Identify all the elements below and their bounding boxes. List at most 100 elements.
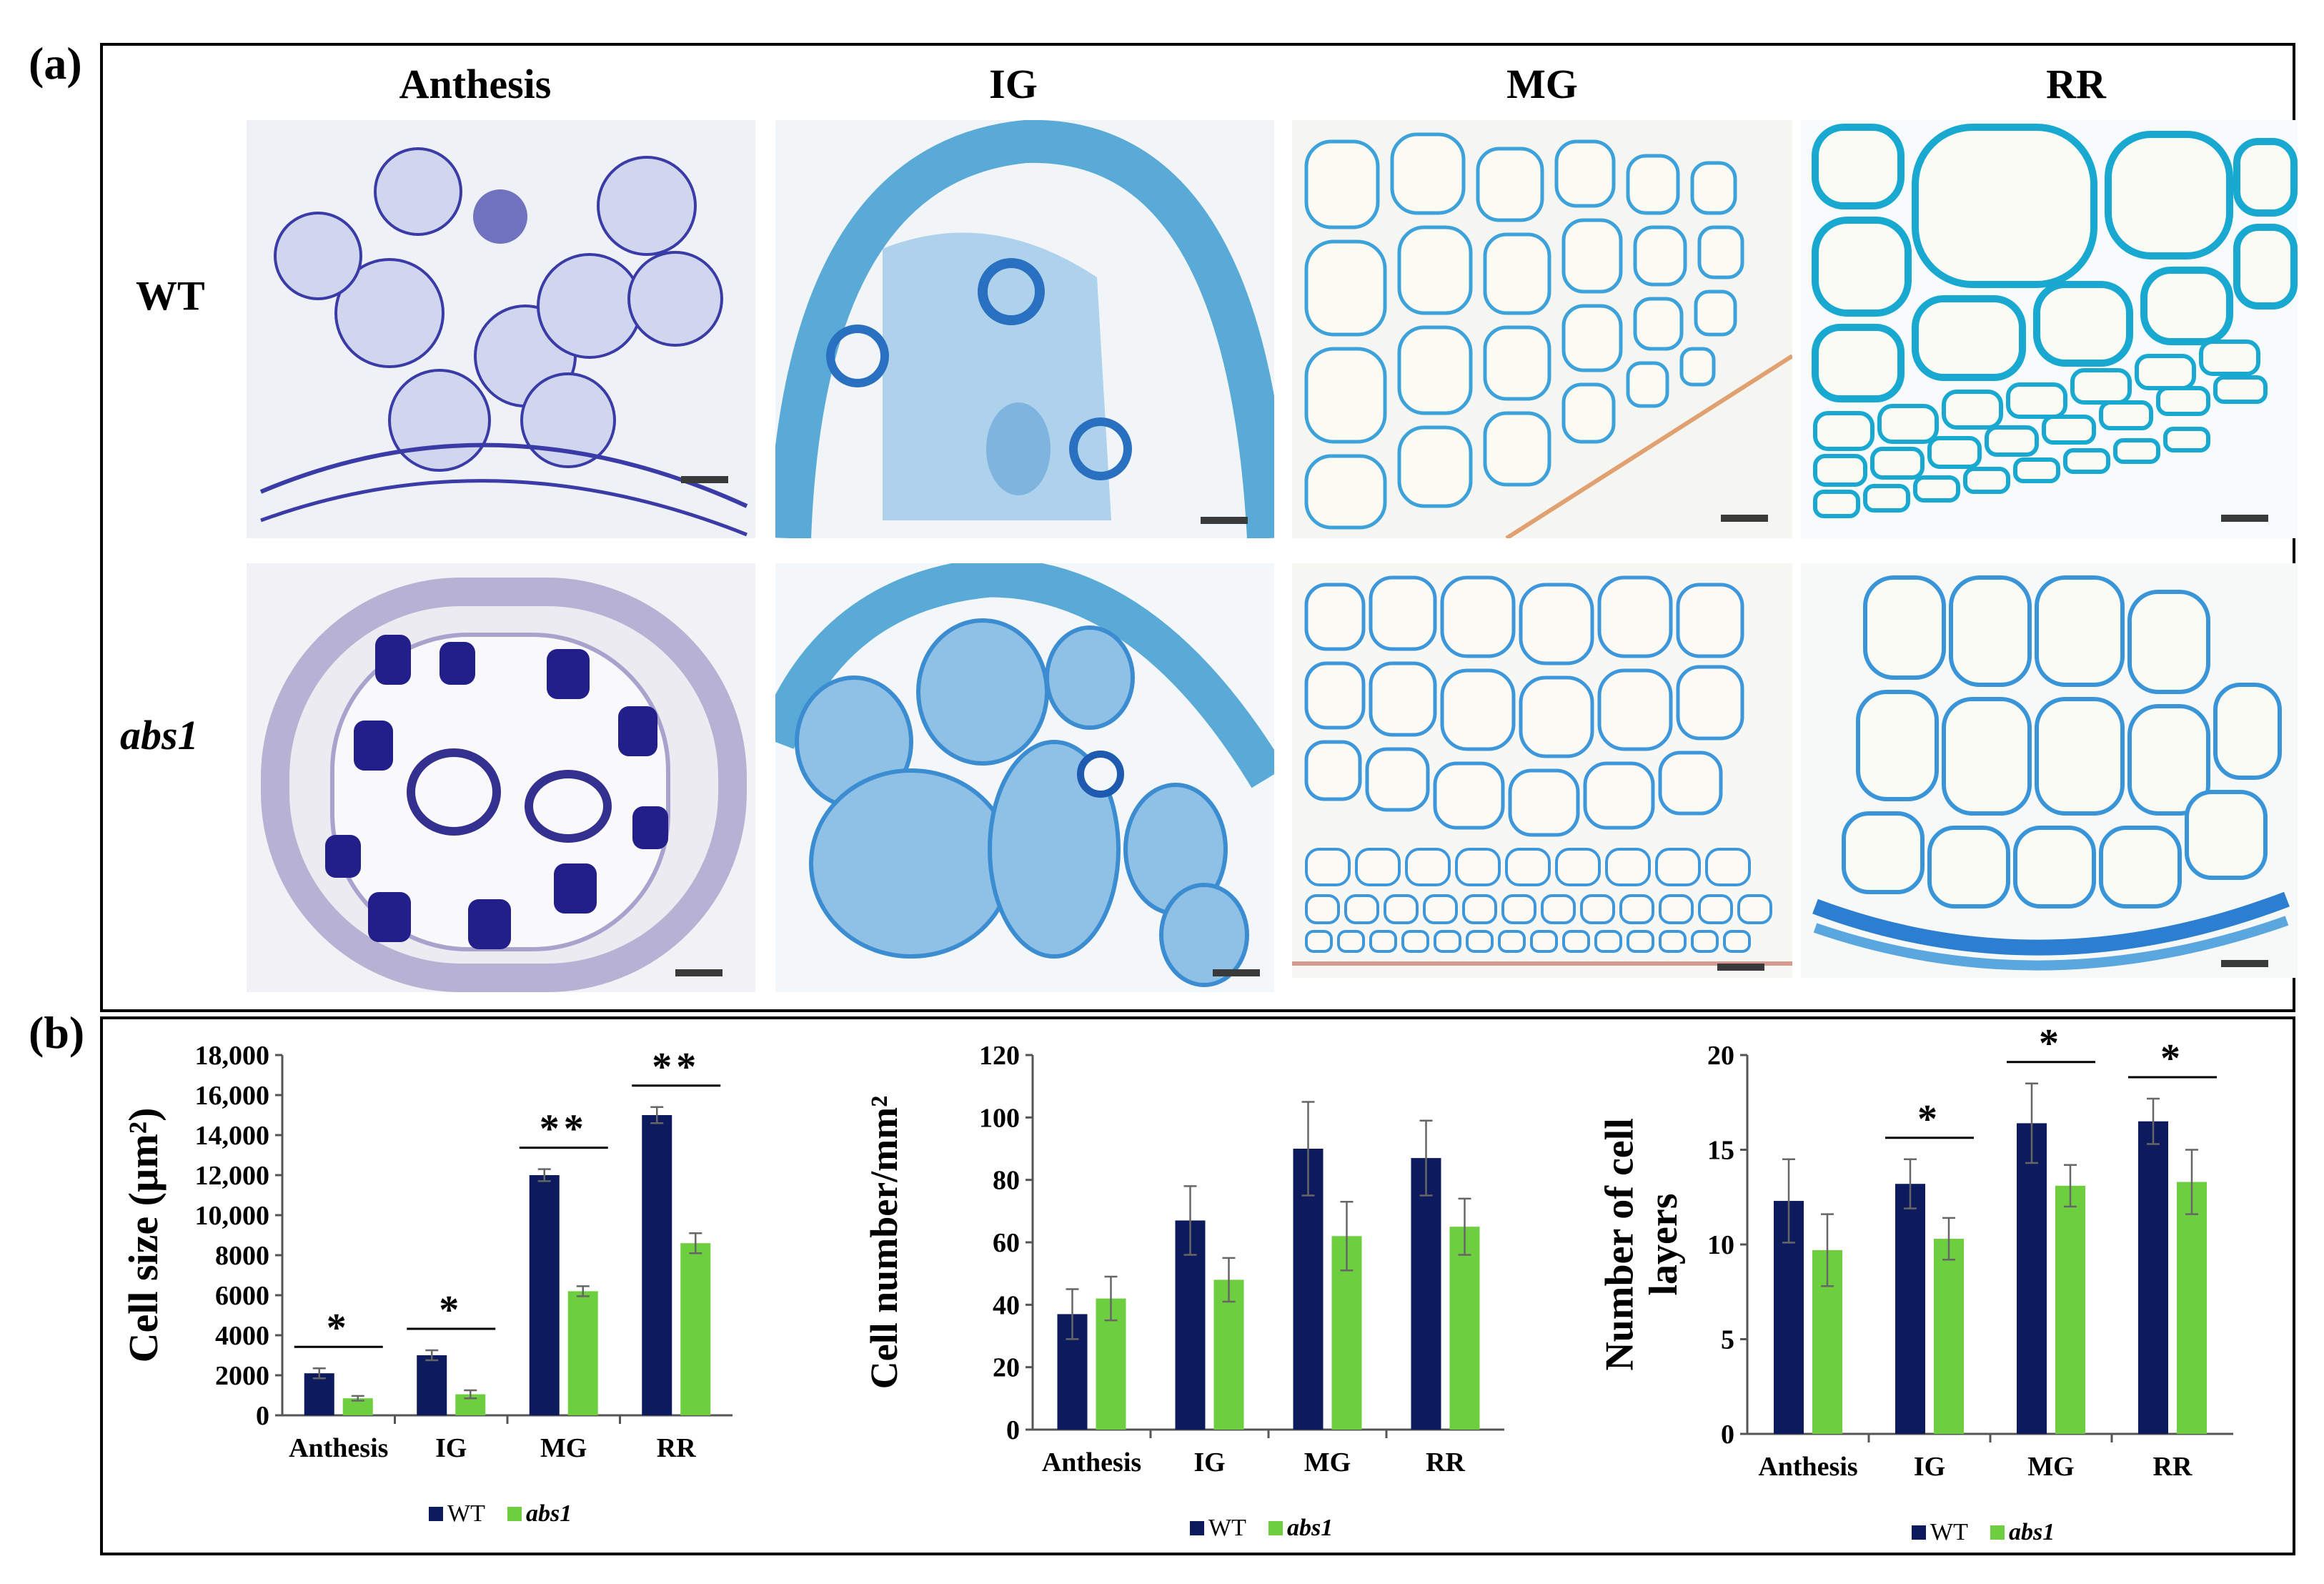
significance-marker: ** bbox=[540, 1107, 588, 1152]
y-tick-label: 20 bbox=[993, 1353, 1020, 1383]
significance-marker: ** bbox=[652, 1045, 700, 1089]
chart-cell-layers: 0 5 10 15 20 Number of celllayers Anthesis IG * M… bbox=[1597, 1029, 2233, 1544]
legend-label-wt: WT bbox=[1208, 1515, 1246, 1541]
bar-WT-IG bbox=[417, 1355, 447, 1415]
y-tick-label: 0 bbox=[256, 1401, 269, 1431]
y-tick-label: 12,000 bbox=[195, 1161, 270, 1191]
bar-WT-MG bbox=[2017, 1123, 2047, 1434]
y-tick-label: 4000 bbox=[215, 1321, 269, 1351]
column-header-anthesis: Anthesis bbox=[399, 61, 552, 107]
legend-swatch-abs1 bbox=[507, 1507, 522, 1521]
y-axis-label-line1: Number of cell bbox=[1597, 1118, 1642, 1371]
tissue-drawing bbox=[1812, 575, 2290, 971]
scale-bar bbox=[1201, 517, 1248, 524]
x-tick-label: RR bbox=[657, 1433, 696, 1463]
x-tick-label: RR bbox=[1426, 1447, 1465, 1477]
micrograph-wt-rr bbox=[1801, 120, 2298, 538]
bar-WT-RR bbox=[642, 1115, 672, 1415]
column-header-ig: IG bbox=[989, 61, 1038, 107]
panel-b-frame bbox=[100, 1016, 2295, 1555]
y-tick-label: 40 bbox=[993, 1290, 1020, 1320]
y-tick-label: 80 bbox=[993, 1166, 1020, 1196]
y-axis-label: Number of celllayers bbox=[1597, 1118, 1686, 1371]
tissue-drawing bbox=[775, 563, 1274, 987]
micrograph-abs1-mg bbox=[1292, 563, 1792, 978]
bar-abs1-RR bbox=[2177, 1182, 2207, 1434]
tissue-drawing bbox=[1812, 124, 2298, 518]
scale-bar bbox=[1717, 964, 1764, 971]
bar-abs1-MG bbox=[567, 1291, 598, 1415]
tissue-drawing bbox=[261, 578, 747, 992]
chart-cell-number: 0 20 40 60 80 100 120 Cell number/mm² Anthesis IG… bbox=[863, 1041, 1504, 1541]
y-tick-label: 10 bbox=[1707, 1230, 1734, 1260]
micrograph-abs1-anthesis bbox=[247, 563, 755, 992]
micrograph-wt-anthesis bbox=[247, 120, 755, 538]
bar-abs1-RR bbox=[1449, 1227, 1480, 1430]
scale-bar bbox=[1721, 515, 1768, 522]
column-header-mg: MG bbox=[1506, 61, 1578, 107]
scale-bar bbox=[681, 476, 728, 483]
micrograph-abs1-rr bbox=[1801, 563, 2298, 978]
row-header-wt: WT bbox=[136, 272, 205, 319]
y-tick-label: 14,000 bbox=[195, 1121, 270, 1151]
legend-label-wt: WT bbox=[447, 1500, 485, 1527]
y-tick-label: 20 bbox=[1707, 1041, 1734, 1071]
bar-abs1-RR bbox=[680, 1243, 711, 1415]
significance-marker: * bbox=[2160, 1036, 2185, 1081]
tissue-drawing bbox=[775, 120, 1274, 538]
legend-swatch-abs1 bbox=[1268, 1521, 1283, 1535]
micrograph-wt-mg bbox=[1292, 120, 1792, 538]
legend-label-wt: WT bbox=[1930, 1519, 1968, 1544]
legend-swatch-wt bbox=[429, 1507, 443, 1521]
bar-abs1-IG bbox=[1213, 1279, 1244, 1430]
panel-a-label: (a) bbox=[29, 38, 82, 89]
tissue-drawing bbox=[259, 147, 748, 537]
bar-WT-RR bbox=[1411, 1158, 1441, 1430]
y-axis-label: Cell number/mm² bbox=[863, 1096, 905, 1390]
micrograph-wt-ig bbox=[775, 120, 1274, 538]
y-axis-label: Cell size (µm²) bbox=[120, 1108, 167, 1363]
y-tick-label: 100 bbox=[979, 1103, 1020, 1133]
y-axis-label-line2: layers bbox=[1642, 1193, 1686, 1295]
panel-b-label: (b) bbox=[29, 1007, 85, 1058]
tissue-drawing bbox=[1292, 575, 1792, 966]
x-tick-label: IG bbox=[1193, 1447, 1225, 1477]
x-tick-label: Anthesis bbox=[289, 1433, 388, 1463]
bar-WT-MG bbox=[529, 1175, 560, 1415]
tissue-drawing bbox=[1304, 132, 1792, 538]
central-tissue-mark bbox=[473, 189, 527, 244]
y-tick-label: 8000 bbox=[215, 1241, 269, 1271]
bar-abs1-MG bbox=[2055, 1185, 2085, 1434]
legend-label-abs1: abs1 bbox=[2009, 1519, 2055, 1544]
scale-bar bbox=[2221, 515, 2268, 522]
scale-bar bbox=[2221, 960, 2268, 967]
x-tick-label: MG bbox=[540, 1433, 587, 1463]
row-header-abs1: abs1 bbox=[120, 712, 199, 758]
legend-label-abs1: abs1 bbox=[1287, 1515, 1333, 1541]
x-tick-label: RR bbox=[2153, 1452, 2193, 1482]
chart-cell-size: 0 2000 4000 6000 8000 10,000 12,000 14,000 16,00… bbox=[120, 1041, 733, 1527]
y-tick-label: 5 bbox=[1721, 1325, 1734, 1355]
y-tick-label: 10,000 bbox=[195, 1201, 270, 1231]
y-tick-label: 16,000 bbox=[195, 1081, 270, 1111]
x-tick-label: MG bbox=[1304, 1447, 1351, 1477]
y-tick-label: 0 bbox=[1006, 1415, 1020, 1445]
x-tick-label: IG bbox=[435, 1433, 467, 1463]
significance-marker: * bbox=[439, 1288, 463, 1332]
column-header-rr: RR bbox=[2046, 61, 2106, 107]
y-tick-label: 18,000 bbox=[195, 1041, 270, 1071]
legend-swatch-wt bbox=[1190, 1521, 1204, 1535]
significance-marker: * bbox=[1917, 1097, 1942, 1142]
legend-swatch-abs1 bbox=[1990, 1525, 2005, 1540]
significance-marker: * bbox=[2039, 1029, 2063, 1066]
x-tick-label: MG bbox=[2027, 1452, 2074, 1482]
x-tick-label: Anthesis bbox=[1758, 1452, 1857, 1482]
legend-swatch-wt bbox=[1912, 1525, 1926, 1540]
y-tick-label: 120 bbox=[979, 1041, 1020, 1071]
scale-bar bbox=[675, 969, 722, 976]
significance-marker: * bbox=[327, 1306, 351, 1350]
scale-bar bbox=[1213, 969, 1260, 976]
bar-WT-Anthesis bbox=[304, 1373, 334, 1415]
y-tick-label: 60 bbox=[993, 1228, 1020, 1258]
bar-abs1-Anthesis bbox=[342, 1398, 373, 1415]
